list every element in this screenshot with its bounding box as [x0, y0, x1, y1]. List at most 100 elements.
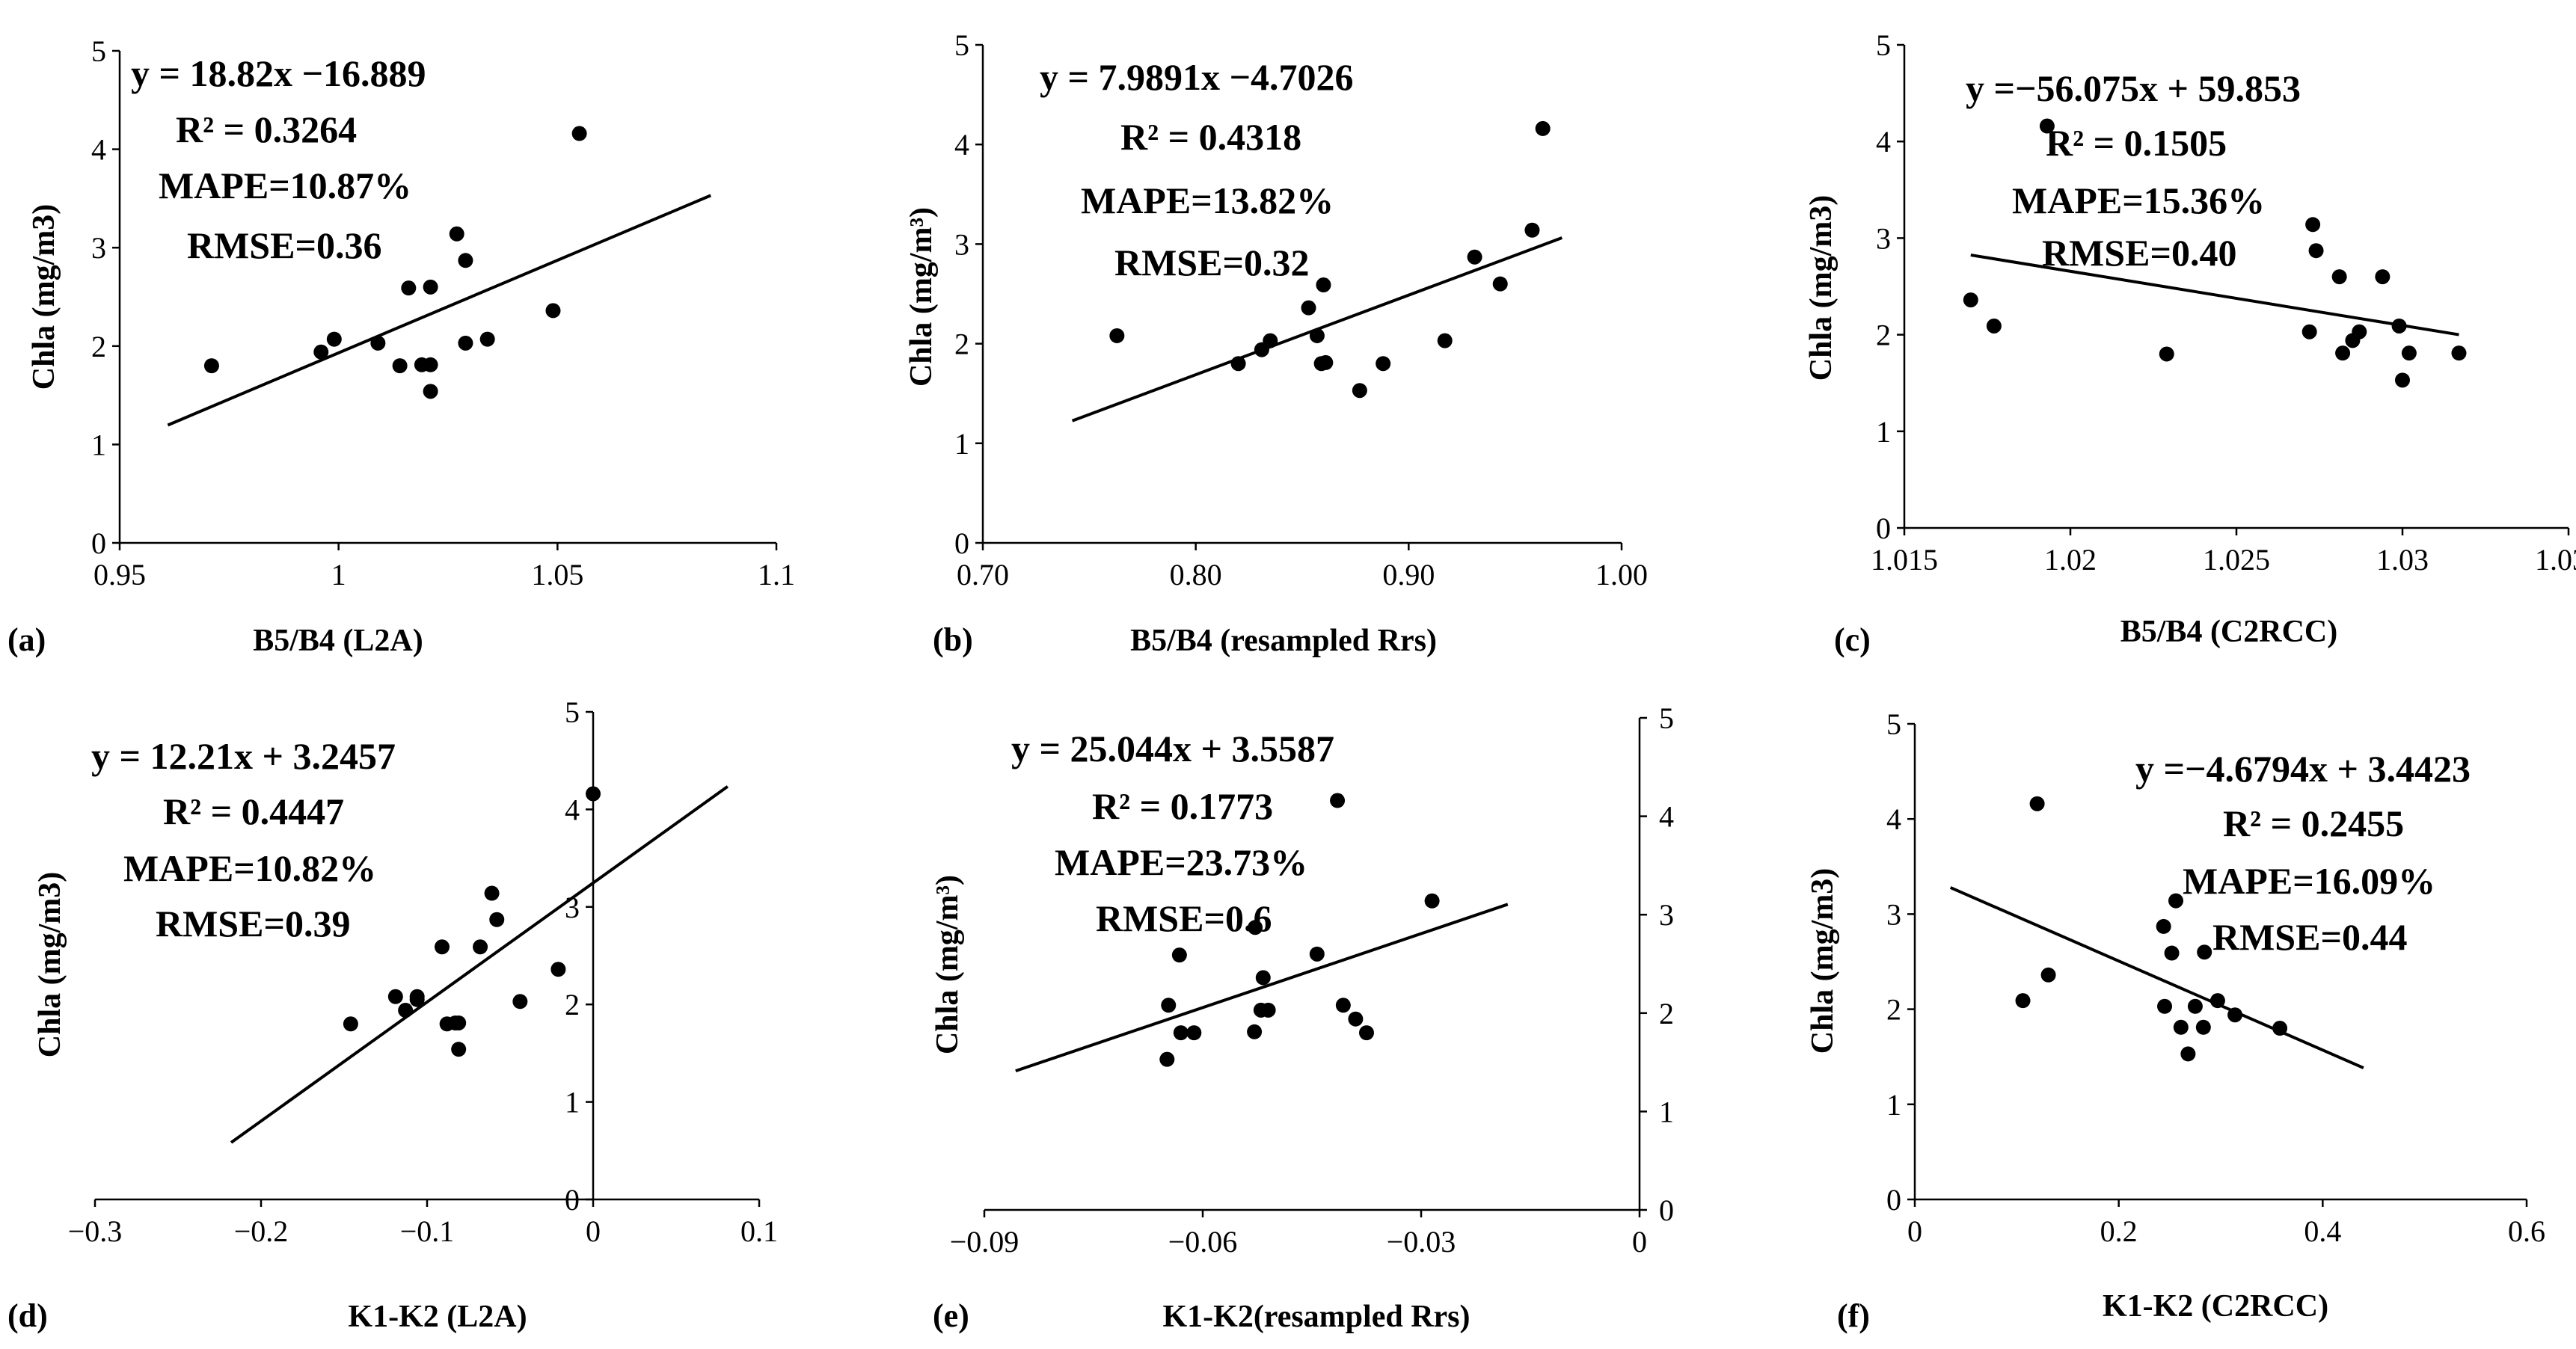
panel-a-point [423, 357, 438, 372]
panel-d-point [451, 1042, 467, 1057]
panel-d-point [387, 989, 403, 1004]
panel-a-point [571, 126, 587, 141]
panel-b-letter: (b) [933, 621, 973, 658]
panel-a-equation: y = 18.82x −16.889 [131, 52, 426, 94]
panel-d-point [512, 994, 528, 1010]
panel-d-x-tick-label: −0.3 [68, 1214, 123, 1248]
panel-d-x-tick-label: 0 [586, 1214, 601, 1248]
panel-e-x-tick-label: −0.03 [1387, 1225, 1456, 1259]
panel-e-rmse: RMSE=0.6 [1096, 897, 1272, 939]
panel-b-chart: (b) B5/B4 (resampled Rrs) Chla (mg/m³) y… [904, 28, 1648, 658]
panel-f-trendline [1949, 886, 2364, 1069]
panel-a-point [458, 253, 473, 268]
panel-d-y-title: Chla (mg/m3) [33, 872, 67, 1057]
panel-c-point [2159, 346, 2174, 362]
panel-d-rmse: RMSE=0.39 [156, 903, 350, 944]
panel-b-point [1316, 277, 1331, 293]
panel-f-point [2197, 944, 2212, 960]
panel-d-point [434, 939, 450, 955]
panel-d-point [473, 939, 488, 955]
panel-b-y-tick-label: 0 [954, 526, 969, 560]
panel-f-equation: y =−4.6794x + 3.4423 [2135, 748, 2471, 790]
panel-a-x-tick-label: 1.1 [758, 558, 795, 591]
panel-e-point [1159, 1051, 1175, 1067]
panel-b-point [1535, 120, 1551, 136]
panel-e-point [1255, 970, 1271, 986]
panel-e-point [1260, 1002, 1276, 1018]
panel-c-equation: y =−56.075x + 59.853 [1966, 67, 2301, 109]
panel-c-point [2391, 318, 2407, 334]
panel-d-point [398, 1003, 414, 1018]
panel-e-y-tick-label: 5 [1659, 701, 1674, 735]
panel-c-trendline [1970, 253, 2459, 337]
panel-f-point [2209, 993, 2225, 1009]
panel-c-point [2301, 324, 2317, 339]
panel-e-x-title: K1-K2(resampled Rrs) [1163, 1300, 1471, 1334]
panel-b-point [1318, 354, 1334, 370]
panel-a-trendline [167, 194, 711, 427]
panel-a-point [449, 226, 464, 242]
panel-d-point [489, 912, 505, 927]
panel-c-y-tick-label: 3 [1876, 221, 1891, 255]
panel-e-trendline [1015, 903, 1509, 1073]
panel-f-point [2227, 1007, 2243, 1023]
panel-b-x-tick-label: 1.00 [1595, 558, 1648, 591]
panel-c-x-title: B5/B4 (C2RCC) [2120, 615, 2338, 649]
panel-b-point [1376, 356, 1391, 372]
panel-a-y-tick-label: 4 [91, 133, 106, 167]
panel-a-point [423, 279, 438, 295]
panel-f-mape: MAPE=16.09% [2183, 860, 2435, 902]
panel-c-y-tick-label: 5 [1876, 28, 1891, 62]
panel-c-point [2308, 243, 2324, 259]
panel-a-letter: (a) [7, 621, 46, 658]
panel-b-point [1230, 356, 1246, 372]
panel-a-point [203, 358, 219, 374]
panel-e-y-tick-label: 1 [1659, 1095, 1674, 1128]
panel-e-r2: R² = 0.1773 [1092, 785, 1273, 827]
panel-c-x-tick-label: 1.015 [1871, 543, 1938, 577]
panel-f-point [2195, 1019, 2211, 1035]
panel-b-point [1492, 276, 1508, 292]
panel-f-point [2015, 993, 2031, 1009]
panel-c-point [1986, 318, 2002, 334]
panel-f-point [2040, 967, 2056, 983]
panel-d-chart: (d) K1-K2 (L2A) Chla (mg/m3) y = 12.21x … [7, 695, 778, 1334]
panel-d-y-tick-label: 2 [565, 988, 580, 1021]
panel-e-point [1171, 947, 1187, 963]
panel-c-r2: R² = 0.1505 [2046, 122, 2227, 164]
panel-b-x-tick-label: 0.80 [1170, 558, 1222, 591]
panel-b-point [1309, 328, 1325, 343]
panel-f-y-tick-label: 3 [1886, 897, 1901, 931]
panel-d-x-tick-label: −0.2 [234, 1214, 289, 1248]
panel-a-y-tick-label: 1 [91, 428, 106, 461]
panel-e-chart: (e) K1-K2(resampled Rrs) Chla (mg/m³) y … [930, 701, 1674, 1334]
panel-b-r2: R² = 0.4318 [1120, 116, 1301, 158]
panel-f-x-tick-label: 0.4 [2304, 1214, 2341, 1248]
panel-a-y-tick-label: 0 [91, 526, 106, 560]
panel-f-point [2168, 893, 2184, 909]
panel-b-y-title: Chla (mg/m³) [904, 207, 939, 387]
panel-a-point [479, 331, 495, 347]
panel-a-x-tick-label: 1.05 [531, 558, 583, 591]
panel-e-point [1309, 946, 1325, 962]
panel-b-y-tick-label: 4 [954, 128, 969, 162]
panel-f-point [2272, 1021, 2288, 1036]
panel-c-point [2305, 217, 2321, 233]
panel-d-y-tick-label: 1 [565, 1086, 580, 1119]
panel-b-y-tick-label: 5 [954, 28, 969, 62]
panel-f-x-tick-label: 0.6 [2508, 1214, 2545, 1248]
panel-e-point [1161, 998, 1177, 1013]
panel-c-point [2451, 345, 2467, 361]
panel-e-point [1424, 893, 1440, 909]
panel-f-point [2164, 945, 2180, 961]
panel-b-point [1437, 333, 1453, 348]
panel-d-mape: MAPE=10.82% [123, 847, 376, 889]
panel-f-point [2187, 998, 2203, 1014]
panel-b-point [1301, 300, 1316, 316]
panel-f-letter: (f) [1837, 1297, 1870, 1334]
panel-a-point [545, 303, 561, 319]
panel-c-point [2331, 269, 2347, 285]
panel-e-y-title: Chla (mg/m³) [930, 875, 965, 1054]
panel-b-point [1109, 328, 1125, 343]
